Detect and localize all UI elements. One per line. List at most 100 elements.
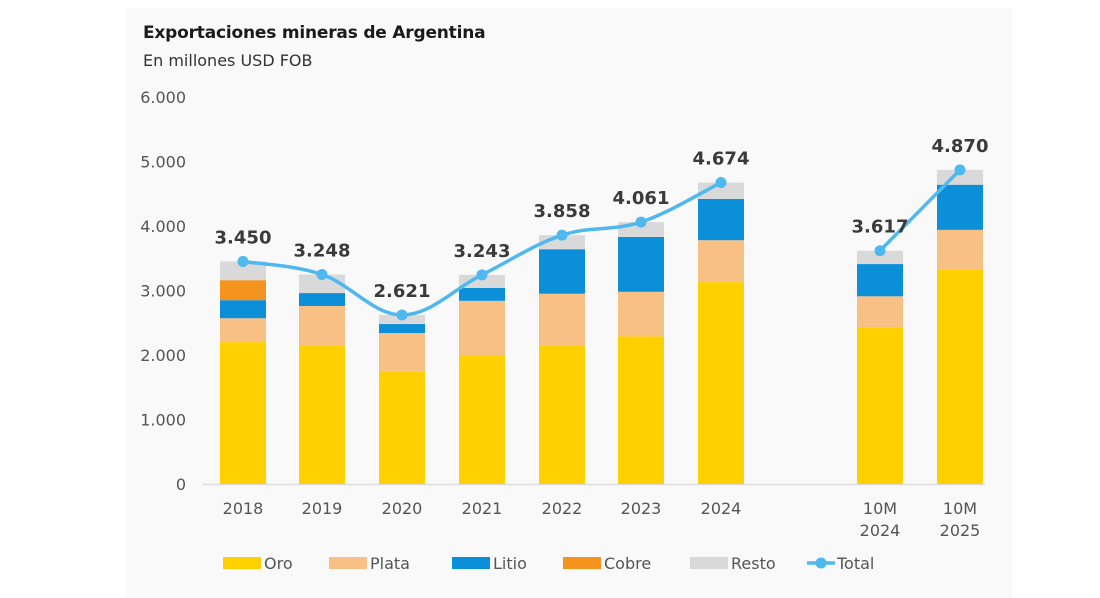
- bar-segment-plata: [220, 318, 266, 343]
- bar-stack: [618, 222, 664, 484]
- bar-stack: [459, 274, 505, 484]
- bar-segment-cobre: [220, 280, 266, 301]
- bar-segment-litio: [698, 198, 744, 241]
- bar-stack: [379, 314, 425, 484]
- bar-segment-litio: [539, 249, 585, 294]
- total-data-label: 4.870: [932, 136, 989, 157]
- data-labels: 3.450 3.248 2.621 3.243 3.858 4.061 4.674 3.617…: [215, 136, 989, 302]
- y-tick-label: 1.000: [140, 411, 186, 430]
- x-tick-label: 10M: [943, 499, 977, 518]
- total-point: [396, 309, 408, 321]
- total-point: [954, 164, 966, 176]
- legend-item-oro: Oro: [223, 554, 293, 573]
- y-tick-label: 6.000: [140, 88, 186, 107]
- total-point: [476, 269, 488, 281]
- total-data-label: 3.858: [534, 201, 591, 222]
- x-tick-label: 2019: [302, 499, 343, 518]
- legend-marker: [815, 557, 827, 569]
- bar-segment-plata: [937, 229, 983, 270]
- legend-swatch: [329, 557, 367, 569]
- bar-segment-litio: [220, 300, 266, 319]
- x-tick-label: 2022: [542, 499, 583, 518]
- x-tick-label: 2021: [462, 499, 503, 518]
- total-line-path: [878, 168, 962, 252]
- x-tick-label: 2020: [382, 499, 423, 518]
- bar-segment-plata: [459, 300, 505, 355]
- total-point: [715, 177, 727, 189]
- x-tick-label: 2023: [621, 499, 662, 518]
- bar-stack: [220, 261, 266, 484]
- total-line: [237, 164, 966, 321]
- bar-segment-resto: [459, 274, 505, 288]
- y-tick-label: 4.000: [140, 217, 186, 236]
- legend-item-plata: Plata: [329, 554, 410, 573]
- bar-segment-oro: [459, 355, 505, 484]
- total-data-label: 3.248: [294, 241, 351, 262]
- y-tick-label: 0: [176, 475, 186, 494]
- bar-stack: [857, 250, 903, 484]
- total-data-label: 2.621: [374, 281, 431, 302]
- total-data-label: 3.450: [215, 227, 272, 248]
- total-point: [237, 255, 249, 267]
- x-tick-label: 10M: [863, 499, 897, 518]
- bar-segment-plata: [379, 333, 425, 372]
- y-tick-label: 5.000: [140, 153, 186, 172]
- y-tick-label: 2.000: [140, 346, 186, 365]
- legend-item-resto: Resto: [690, 554, 776, 573]
- total-data-label: 4.674: [693, 149, 750, 170]
- bar-stack: [698, 182, 744, 484]
- legend: Oro Plata Litio Cobre Resto Total: [223, 554, 874, 573]
- bar-segment-oro: [379, 371, 425, 484]
- legend-label: Plata: [370, 554, 410, 573]
- total-point: [316, 269, 328, 281]
- total-data-label: 3.617: [852, 217, 909, 238]
- total-point: [556, 229, 568, 241]
- bars: [220, 169, 983, 484]
- bar-segment-oro: [618, 336, 664, 484]
- bar-segment-litio: [618, 236, 664, 292]
- bar-segment-litio: [857, 264, 903, 297]
- bar-segment-resto: [220, 261, 266, 281]
- legend-item-litio: Litio: [452, 554, 527, 573]
- legend-swatch: [452, 557, 490, 569]
- legend-label: Total: [836, 554, 874, 573]
- bar-segment-plata: [539, 293, 585, 346]
- total-point: [635, 216, 647, 228]
- bar-segment-litio: [459, 287, 505, 301]
- y-tick-label: 3.000: [140, 282, 186, 301]
- bar-segment-litio: [937, 184, 983, 230]
- bar-segment-plata: [618, 291, 664, 337]
- bar-segment-oro: [698, 282, 744, 484]
- legend-label: Resto: [731, 554, 776, 573]
- bar-segment-oro: [220, 342, 266, 484]
- chart-title: Exportaciones mineras de Argentina: [143, 23, 486, 43]
- legend-swatch: [223, 557, 261, 569]
- bar-segment-litio: [379, 324, 425, 334]
- chart-subtitle: En millones USD FOB: [143, 51, 313, 70]
- bar-segment-litio: [299, 293, 345, 306]
- total-data-label: 4.061: [613, 188, 670, 209]
- bar-segment-oro: [857, 327, 903, 484]
- legend-swatch: [690, 557, 728, 569]
- total-point: [874, 245, 886, 257]
- y-axis: 0 1.000 2.000 3.000 4.000 5.000 6.000: [140, 88, 186, 494]
- bar-segment-plata: [299, 305, 345, 346]
- x-axis: 2018 2019 2020 2021 2022 2023 2024 10M 2024 10M 20…: [223, 499, 981, 540]
- x-tick-label: 2025: [940, 521, 981, 540]
- legend-label: Cobre: [604, 554, 651, 573]
- bar-segment-plata: [698, 240, 744, 283]
- bar-segment-resto: [698, 182, 744, 199]
- bar-segment-oro: [937, 269, 983, 484]
- legend-label: Litio: [493, 554, 527, 573]
- bar-stack: [937, 169, 983, 484]
- x-tick-label: 2018: [223, 499, 264, 518]
- bar-stack: [539, 235, 585, 484]
- legend-label: Oro: [264, 554, 293, 573]
- total-data-label: 3.243: [454, 241, 511, 262]
- legend-swatch: [563, 557, 601, 569]
- bar-segment-oro: [539, 345, 585, 484]
- x-tick-label: 2024: [860, 521, 901, 540]
- bar-segment-resto: [857, 250, 903, 265]
- bar-stack: [299, 274, 345, 484]
